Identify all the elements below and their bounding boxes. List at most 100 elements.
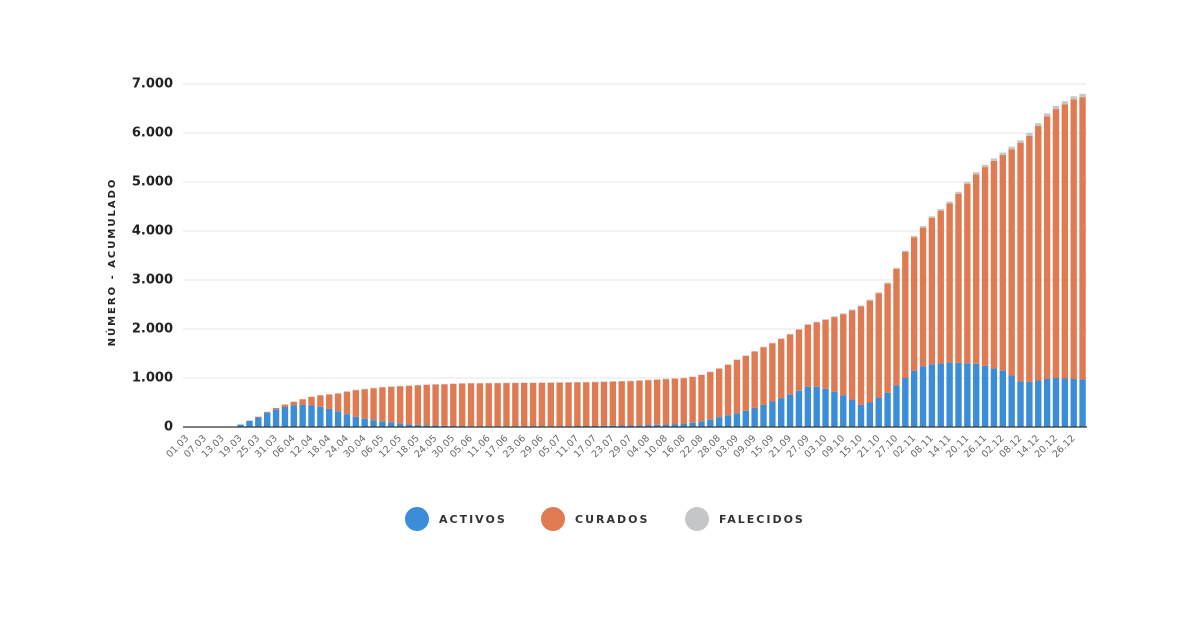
bar-segment — [804, 324, 812, 325]
bar-segment — [981, 164, 989, 168]
bar-segment — [645, 380, 652, 426]
bar-segment — [1061, 104, 1069, 379]
bar-segment — [716, 417, 723, 427]
bar-segment — [1079, 93, 1086, 98]
bar-segment — [308, 405, 315, 427]
bar-segment — [928, 216, 936, 218]
bar-segment — [840, 395, 847, 427]
bar-segment — [503, 383, 510, 427]
bar-segment — [1035, 126, 1042, 381]
bar-segment — [432, 384, 439, 426]
bar-segment — [1043, 116, 1051, 379]
bar-segment — [848, 309, 856, 311]
bar-segment — [432, 425, 439, 427]
bar-segment — [919, 366, 927, 427]
bar-segment — [1061, 101, 1069, 105]
bar-segment — [689, 422, 696, 427]
bar-segment — [538, 382, 546, 427]
y-tick-label: 7.000 — [132, 77, 173, 92]
bar-segment — [653, 424, 661, 427]
bar-segment — [281, 406, 289, 427]
bar-segment — [361, 418, 368, 427]
bar-segment — [671, 378, 679, 425]
y-tick-label: 3.000 — [132, 273, 173, 288]
bar-segment — [618, 381, 625, 426]
bar-segment — [928, 217, 936, 365]
bar-segment — [751, 351, 758, 408]
bar-segment — [955, 193, 962, 363]
bar-segment — [910, 235, 918, 238]
bar-segment — [1017, 381, 1024, 427]
bar-segment — [352, 416, 360, 427]
bar-segment — [272, 409, 280, 427]
bar-segment — [813, 322, 820, 387]
bar-segment — [937, 210, 944, 364]
bar-segment — [840, 314, 847, 396]
bar-segment — [414, 424, 422, 427]
bar-segment — [981, 365, 989, 427]
bar-segment — [760, 346, 767, 348]
bar-segment — [441, 384, 448, 426]
bar-segment — [237, 424, 244, 427]
bar-segment — [848, 399, 856, 427]
bar-segment — [521, 382, 528, 427]
bar-segment — [857, 306, 865, 405]
bar-segment — [264, 412, 271, 427]
bar-segment — [467, 383, 475, 427]
legend-label: CURADOS — [575, 513, 649, 526]
bar-segment — [698, 375, 705, 422]
bar-segment — [964, 363, 971, 427]
bar-segment — [990, 160, 998, 369]
bar-segment — [964, 182, 971, 185]
bar-segment — [884, 283, 891, 393]
bar-segment — [999, 155, 1006, 371]
legend-marker — [685, 507, 709, 531]
bar-segment — [760, 404, 767, 427]
y-tick-label: 6.000 — [132, 126, 173, 141]
bar-segment — [405, 385, 413, 425]
bar-segment — [618, 425, 625, 427]
bar-segment — [476, 383, 484, 427]
bar-segment — [574, 382, 581, 427]
bar-segment — [565, 382, 572, 427]
bar-segment — [866, 402, 874, 427]
bar-segment — [423, 384, 430, 426]
bar-segment — [352, 390, 360, 417]
bar-segment — [786, 333, 794, 335]
bar-segment — [707, 372, 714, 420]
bar-segment — [910, 237, 918, 371]
bar-segment — [1070, 99, 1077, 379]
legend-label: FALECIDOS — [719, 513, 805, 526]
bar-segment — [848, 310, 856, 400]
bar-segment — [919, 227, 927, 367]
bar-segment — [264, 411, 271, 413]
bar-segment — [919, 226, 927, 228]
bar-segment — [370, 420, 377, 427]
bar-segment — [786, 334, 794, 395]
bar-segment — [370, 388, 377, 421]
bar-segment — [902, 251, 909, 378]
bar-segment — [680, 423, 687, 427]
bar-segment — [795, 329, 803, 391]
bar-segment — [973, 172, 980, 175]
bar-segment — [636, 380, 643, 426]
bar-segment — [769, 343, 776, 402]
bar-segment — [583, 382, 590, 427]
bar-segment — [627, 425, 634, 427]
bar-segment — [494, 383, 501, 427]
legend-marker — [405, 507, 429, 531]
bar-segment — [343, 414, 351, 427]
bar-segment — [299, 399, 306, 405]
bar-segment — [778, 338, 785, 399]
bar-segment — [1052, 106, 1060, 110]
bar-segment — [379, 421, 386, 427]
bar-segment — [308, 396, 315, 406]
bar-segment — [973, 174, 980, 364]
bar-segment — [485, 383, 492, 427]
bar-segment — [733, 359, 741, 414]
bar-segment — [1070, 96, 1077, 100]
bar-segment — [769, 342, 776, 344]
bar-segment — [662, 424, 670, 427]
bar-segment — [840, 313, 847, 315]
bar-segment — [866, 300, 874, 403]
